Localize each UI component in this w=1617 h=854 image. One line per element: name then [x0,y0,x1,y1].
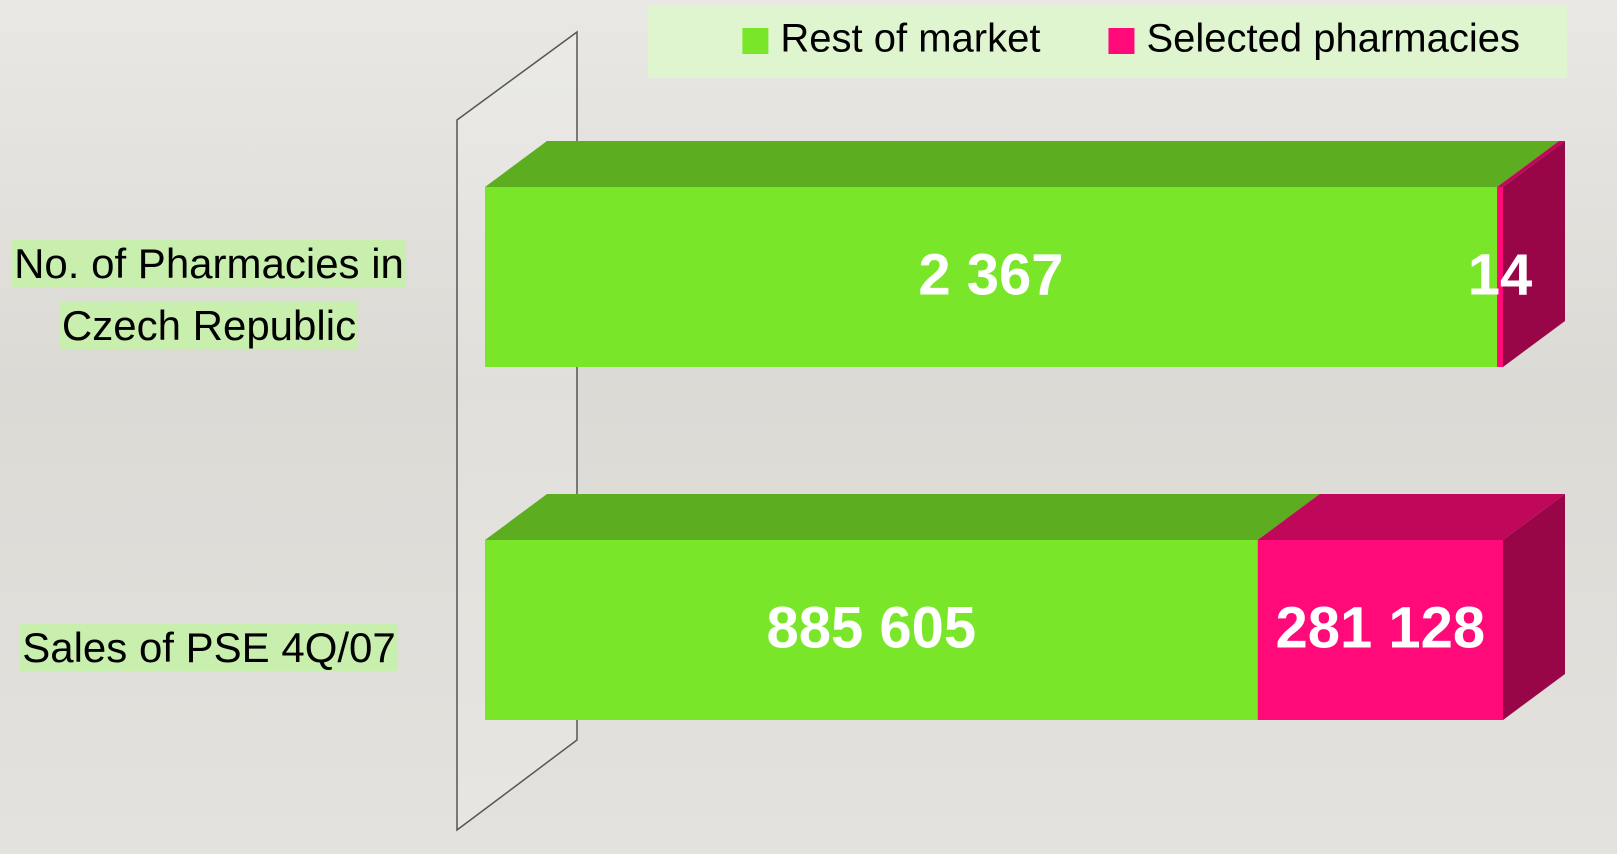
category-label: Sales of PSE 4Q/07 [9,617,409,679]
data-label: 885 605 [767,595,977,660]
category-text: No. of Pharmacies in Czech Republic [12,240,406,349]
bar-top [485,141,1559,187]
legend-swatch [742,28,768,54]
data-label: 14 [1468,242,1533,307]
legend-label: Rest of market [780,17,1040,61]
bar-top [485,494,1320,540]
category-label: No. of Pharmacies in Czech Republic [9,233,409,357]
category-text: Sales of PSE 4Q/07 [20,624,398,671]
legend-swatch [1108,28,1134,54]
legend-label: Selected pharmacies [1146,17,1520,61]
data-label: 2 367 [918,242,1063,307]
page: {"chart_data": {"type": "stacked-bar-100… [0,0,1617,854]
data-label: 281 128 [1276,595,1486,660]
chart: Rest of market Selected pharmacies 2 367 14… [0,0,1617,854]
